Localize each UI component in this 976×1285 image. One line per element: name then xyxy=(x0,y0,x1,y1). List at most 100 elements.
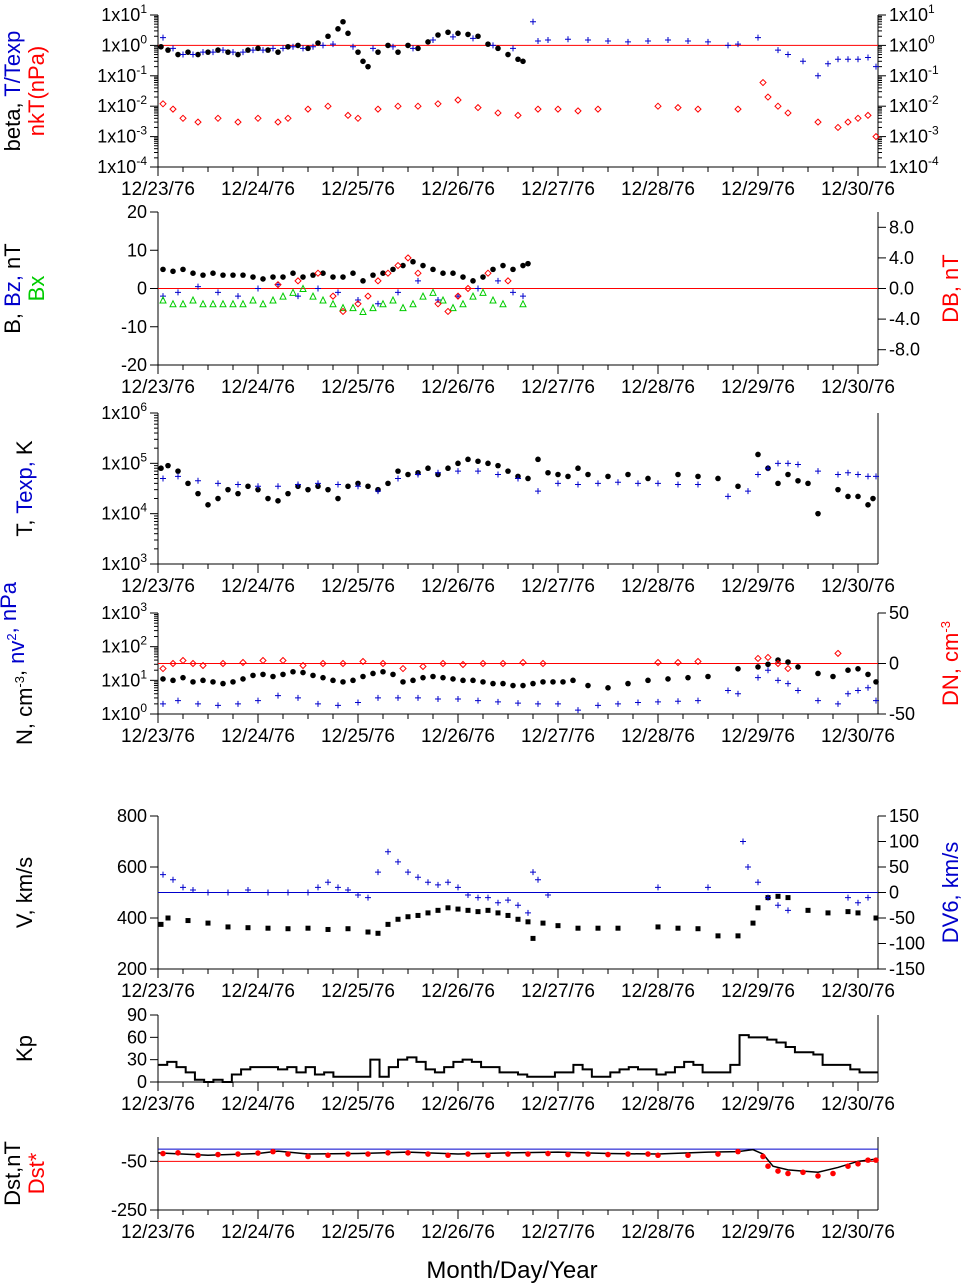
data-point xyxy=(755,34,761,41)
y-tick-label: 150 xyxy=(889,806,919,826)
data-point xyxy=(169,299,177,308)
data-point xyxy=(365,483,371,490)
data-point xyxy=(785,51,791,58)
data-point xyxy=(565,1151,571,1158)
data-point xyxy=(289,288,297,296)
data-point xyxy=(189,295,197,304)
data-point xyxy=(240,676,246,682)
data-point xyxy=(845,690,851,697)
data-point xyxy=(535,456,541,463)
data-point xyxy=(490,266,496,273)
data-point xyxy=(375,49,381,55)
data-point xyxy=(310,672,316,679)
data-point xyxy=(180,884,186,891)
data-point xyxy=(495,277,501,284)
data-point xyxy=(299,661,307,670)
data-point xyxy=(485,460,491,467)
data-point xyxy=(510,266,516,273)
data-point xyxy=(505,1151,511,1157)
data-point xyxy=(400,679,406,685)
data-point xyxy=(855,687,861,694)
data-point xyxy=(320,42,326,49)
data-point xyxy=(259,656,267,665)
data-point xyxy=(255,285,261,292)
data-point xyxy=(305,889,311,896)
data-point xyxy=(375,300,381,307)
data-point xyxy=(415,874,421,881)
data-point xyxy=(365,894,371,901)
data-point xyxy=(270,45,276,52)
data-point xyxy=(645,37,651,44)
x-tick-label: 12/23/76 xyxy=(121,179,195,200)
data-point xyxy=(245,47,251,53)
x-tick-label: 12/23/76 xyxy=(121,576,195,597)
data-point xyxy=(235,293,241,300)
panels-group: 12/23/76 12/24/76 12/25/76 12/26/76 12/27/76… xyxy=(0,2,963,1243)
data-point xyxy=(835,56,841,63)
data-point xyxy=(399,664,407,673)
data-point xyxy=(485,1152,491,1159)
data-point xyxy=(195,490,201,497)
x-tick-label: 12/30/76 xyxy=(821,1094,895,1115)
data-point xyxy=(415,471,421,478)
data-point xyxy=(725,42,731,49)
y-tick-label: 1x10-1 xyxy=(97,63,147,86)
data-point xyxy=(440,270,446,277)
data-point xyxy=(865,502,871,508)
data-point xyxy=(865,684,871,691)
data-point xyxy=(369,303,377,312)
x-tick-label: 12/25/76 xyxy=(321,1094,395,1115)
data-point xyxy=(485,894,491,901)
data-point xyxy=(300,669,306,676)
data-point xyxy=(815,1173,821,1179)
data-point xyxy=(365,1151,371,1157)
data-point xyxy=(845,469,851,476)
y-axis-label: Dst,nT xyxy=(0,1141,25,1206)
data-point xyxy=(565,36,571,43)
data-point xyxy=(180,51,186,58)
x-tick-label: 12/27/76 xyxy=(521,576,595,597)
data-point xyxy=(740,838,746,845)
data-point xyxy=(219,659,227,668)
data-point xyxy=(375,869,381,876)
data-point xyxy=(255,45,261,52)
data-point xyxy=(745,864,751,870)
data-point xyxy=(685,1152,691,1159)
x-tick-label: 12/30/76 xyxy=(821,179,895,200)
data-point xyxy=(485,41,491,47)
data-point xyxy=(465,31,471,38)
data-point xyxy=(615,700,621,707)
data-point xyxy=(324,102,332,110)
data-point xyxy=(470,35,476,42)
y-axis-label: Dst* xyxy=(24,1152,49,1194)
y-tick-label: 1x106 xyxy=(101,400,147,423)
data-point xyxy=(695,697,701,704)
data-point xyxy=(395,49,401,55)
data-point xyxy=(625,38,631,45)
data-point xyxy=(315,700,321,707)
data-point xyxy=(655,698,661,705)
data-point xyxy=(735,483,741,490)
data-point xyxy=(585,471,591,478)
data-point xyxy=(365,63,371,70)
x-tick-label: 12/29/76 xyxy=(721,1094,795,1115)
data-point xyxy=(514,111,522,120)
data-point xyxy=(175,51,181,58)
data-point xyxy=(158,465,164,472)
data-point xyxy=(873,915,879,921)
data-point xyxy=(304,105,312,113)
data-point xyxy=(305,45,311,52)
data-point xyxy=(775,480,781,487)
data-point xyxy=(873,1157,879,1163)
data-point xyxy=(425,465,431,472)
data-point xyxy=(194,118,202,126)
data-point xyxy=(419,662,427,671)
data-point xyxy=(345,886,351,893)
x-tick-label: 12/29/76 xyxy=(721,377,795,398)
data-point xyxy=(170,876,176,883)
data-point xyxy=(325,486,331,493)
x-tick-label: 12/30/76 xyxy=(821,576,895,597)
data-point xyxy=(435,881,441,888)
data-point xyxy=(855,1160,861,1167)
data-point xyxy=(685,674,691,681)
